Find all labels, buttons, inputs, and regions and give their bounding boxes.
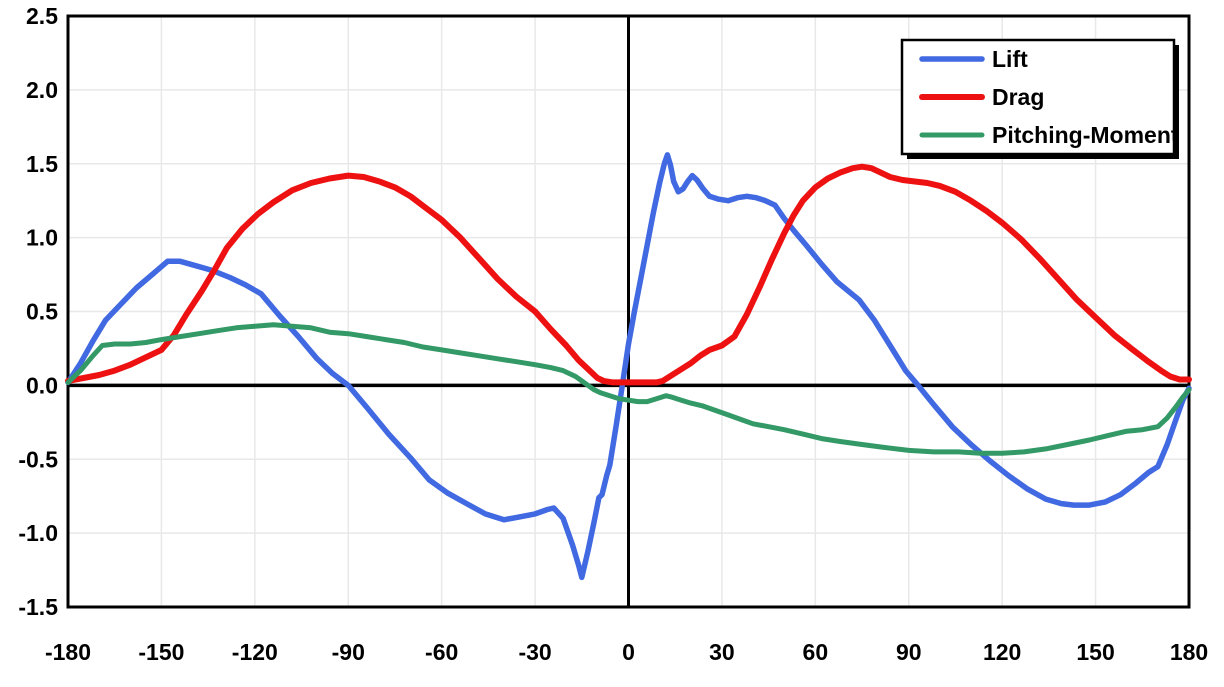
y-tick-label: -1.5	[18, 594, 58, 620]
x-axis-tick-labels: -180 -150 -120 -90 -60 -30 0 30 60 90 120 150 180	[45, 639, 1208, 665]
series-line-lift	[65, 152, 1192, 581]
legend-item-pitching-moment: Pitching-Moment	[919, 122, 1179, 148]
legend-label-pitching-moment: Pitching-Moment	[992, 122, 1179, 148]
x-tick-label: 120	[983, 639, 1021, 665]
x-tick-label: -150	[138, 639, 184, 665]
x-tick-label: -30	[518, 639, 551, 665]
x-tick-label: -120	[232, 639, 278, 665]
y-tick-label: 1.0	[26, 225, 58, 251]
series-line-drag	[65, 163, 1192, 386]
x-tick-label: 90	[896, 639, 922, 665]
x-tick-label: 30	[709, 639, 735, 665]
x-tick-label: 60	[803, 639, 829, 665]
x-tick-label: 180	[1170, 639, 1208, 665]
y-tick-label: 2.5	[26, 3, 58, 29]
y-tick-label: 0.0	[26, 372, 58, 398]
series-line-pitching-moment	[65, 322, 1192, 456]
legend-label-drag: Drag	[992, 84, 1044, 110]
x-tick-label: -180	[45, 639, 91, 665]
x-tick-label: 150	[1076, 639, 1114, 665]
y-tick-label: -1.0	[18, 520, 58, 546]
y-tick-label: -0.5	[18, 446, 58, 472]
y-tick-label: 1.5	[26, 151, 58, 177]
legend-item-lift: Lift	[919, 46, 1028, 72]
legend: Lift Drag Pitching-Moment	[900, 38, 1179, 159]
y-tick-label: 0.5	[26, 299, 58, 325]
x-tick-label: -90	[332, 639, 365, 665]
legend-item-drag: Drag	[919, 84, 1044, 110]
x-tick-label: -60	[425, 639, 458, 665]
x-tick-label: 0	[622, 639, 635, 665]
legend-label-lift: Lift	[992, 46, 1028, 72]
y-tick-label: 2.0	[26, 77, 58, 103]
plot-frame	[66, 14, 1191, 609]
y-axis-tick-labels: -1.5 -1.0 -0.5 0.0 0.5 1.0 1.5 2.0 2.5	[18, 3, 58, 620]
